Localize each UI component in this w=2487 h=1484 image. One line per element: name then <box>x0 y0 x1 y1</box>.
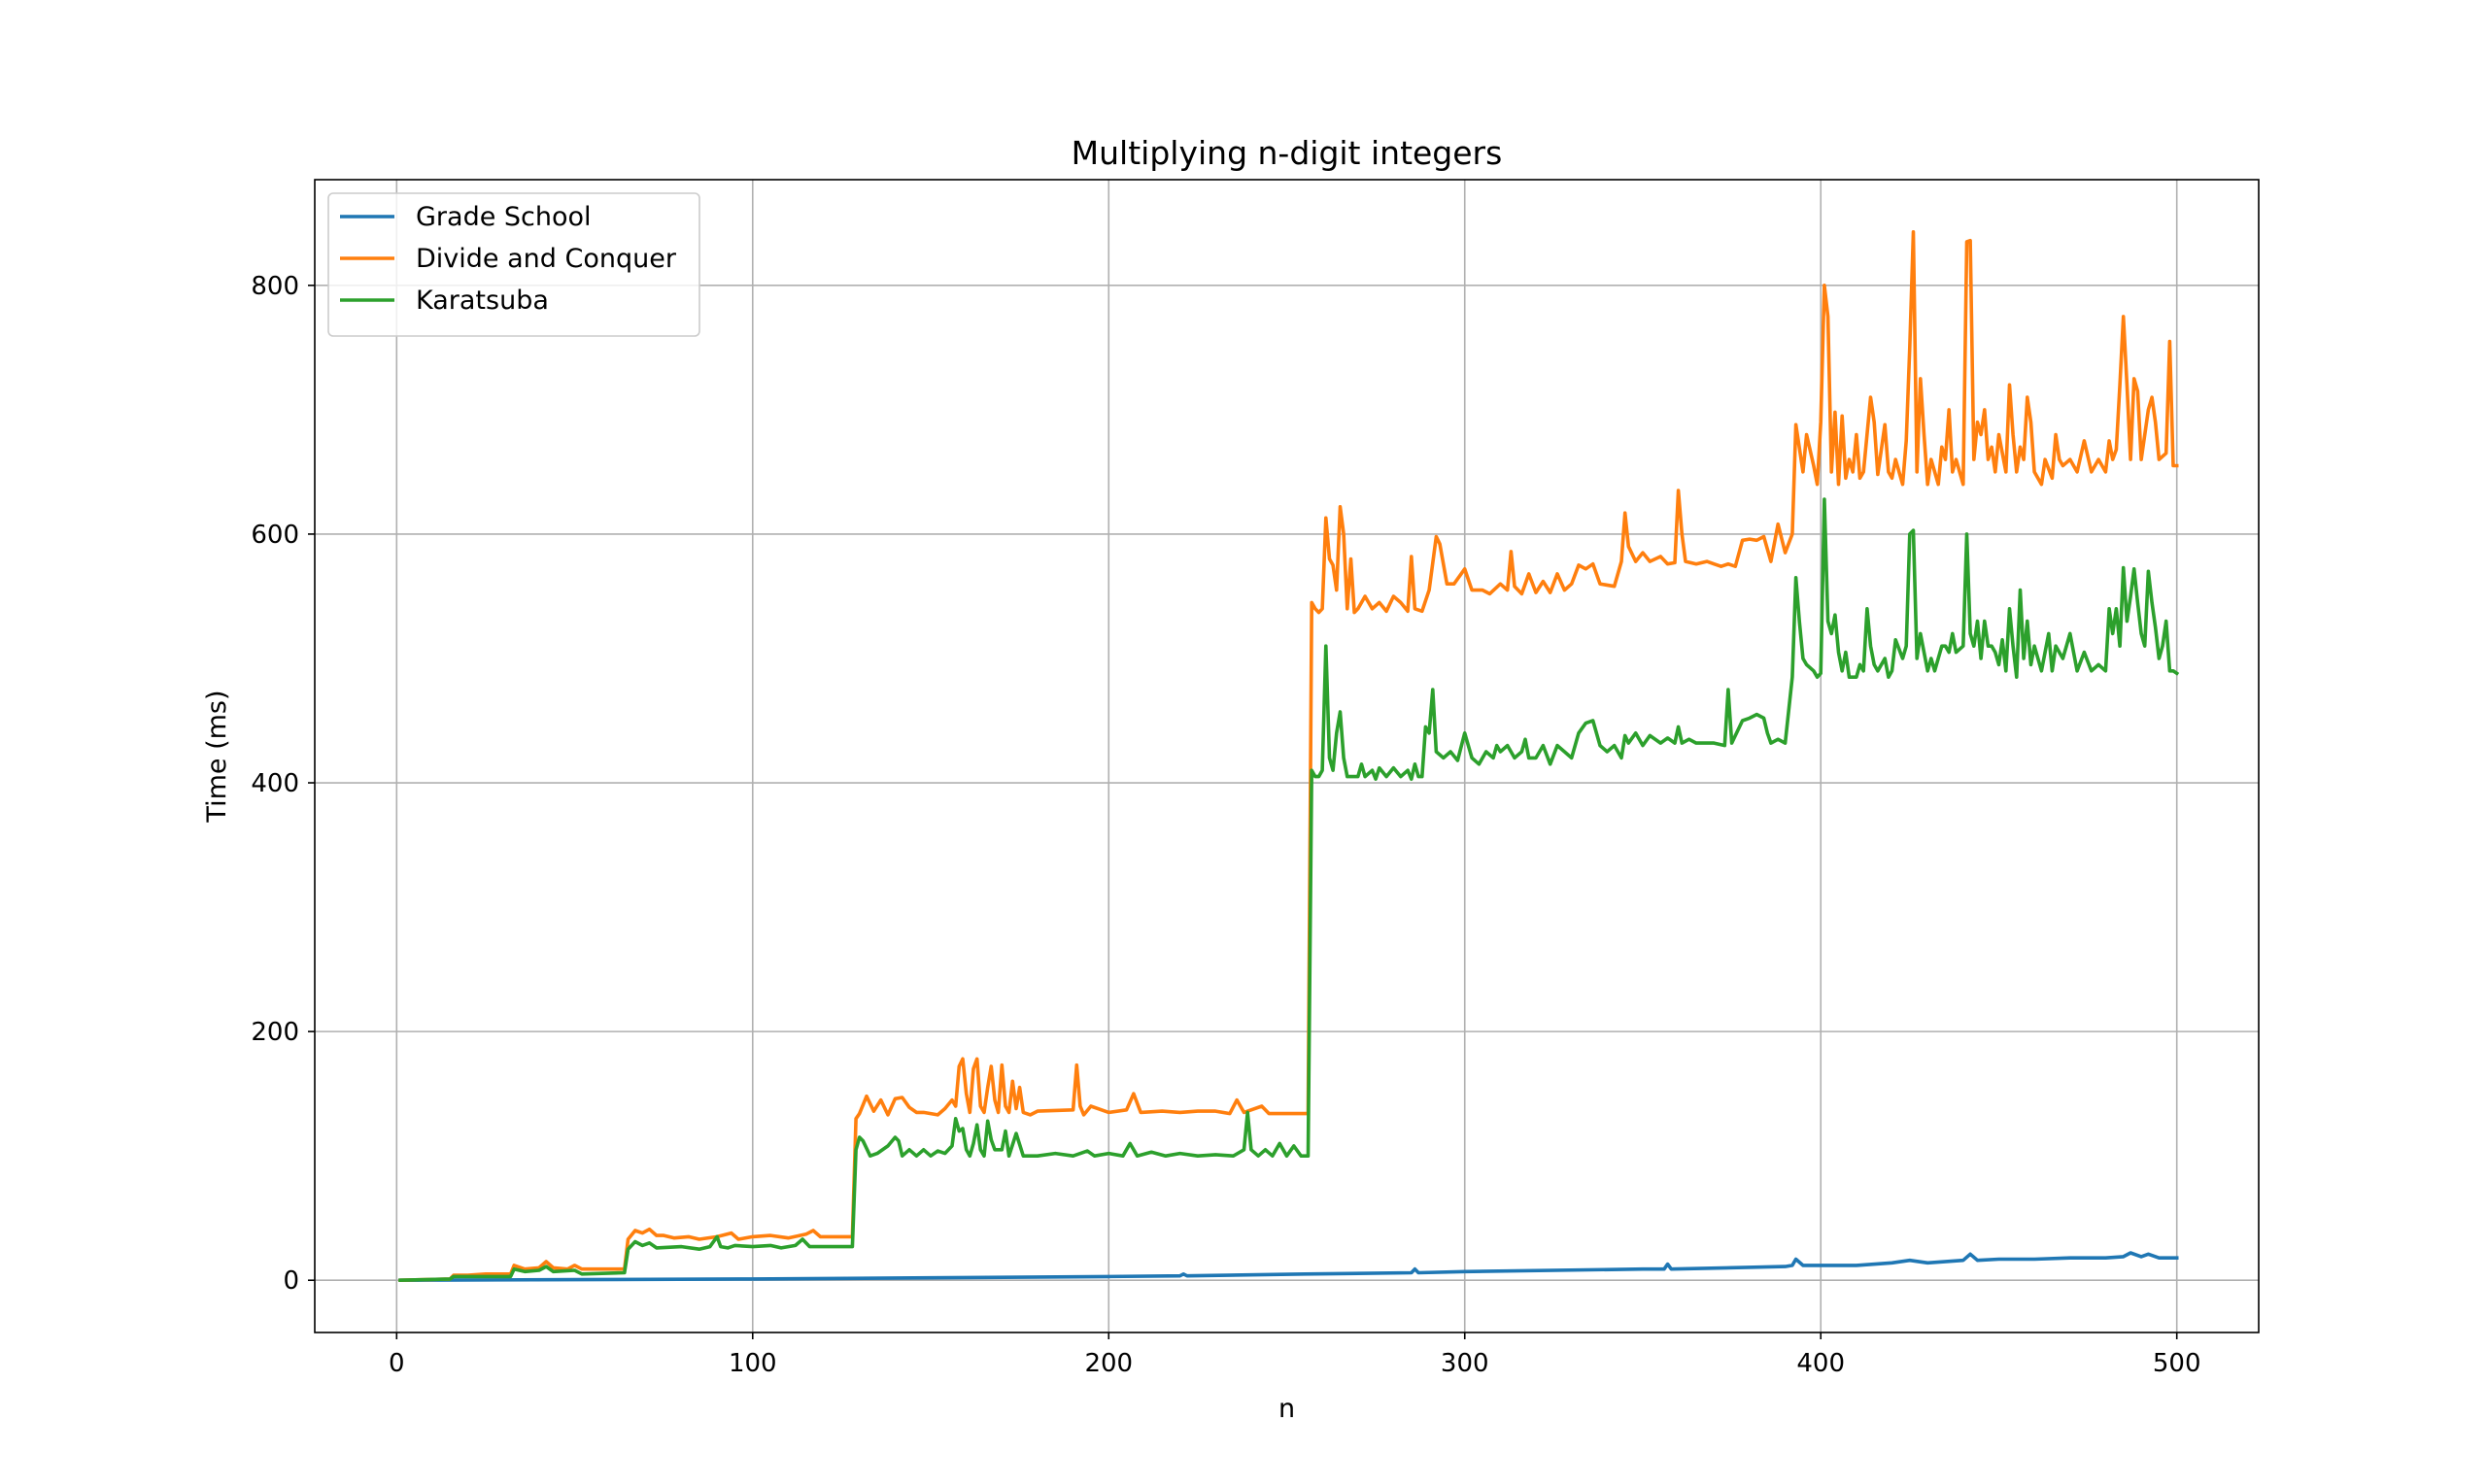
series-line-grade-school <box>398 1251 2179 1283</box>
y-tick-label: 600 <box>251 521 299 550</box>
y-tick-label: 400 <box>251 769 299 798</box>
series-line-karatsuba <box>398 497 2180 1283</box>
plot-area <box>314 179 2260 1333</box>
y-tick-label: 800 <box>251 272 299 301</box>
grid <box>315 180 2259 1332</box>
y-tick-label: 200 <box>251 1018 299 1047</box>
legend: Grade School Divide and Conquer Karatsuba <box>327 192 700 337</box>
legend-box <box>327 192 700 337</box>
series-lines <box>398 230 2180 1283</box>
y-axis-label: Time (ms) <box>202 690 232 823</box>
axis-ticks: 0 100 200 300 400 500 0 200 400 600 800 <box>251 272 2200 1378</box>
x-tick-label: 100 <box>729 1349 777 1378</box>
y-tick-label: 0 <box>283 1266 299 1296</box>
chart-title: Multiplying n-digit integers <box>1072 134 1503 172</box>
x-tick-label: 200 <box>1084 1349 1133 1378</box>
legend-label: Grade School <box>416 202 592 232</box>
x-tick-label: 500 <box>2153 1349 2201 1378</box>
x-tick-label: 0 <box>389 1349 405 1378</box>
legend-label: Divide and Conquer <box>416 244 677 274</box>
x-tick-label: 400 <box>1796 1349 1845 1378</box>
x-axis-label: n <box>1278 1394 1295 1424</box>
series-line-divide-and-conquer <box>398 230 2179 1283</box>
legend-label: Karatsuba <box>416 286 549 316</box>
x-tick-label: 300 <box>1441 1349 1489 1378</box>
